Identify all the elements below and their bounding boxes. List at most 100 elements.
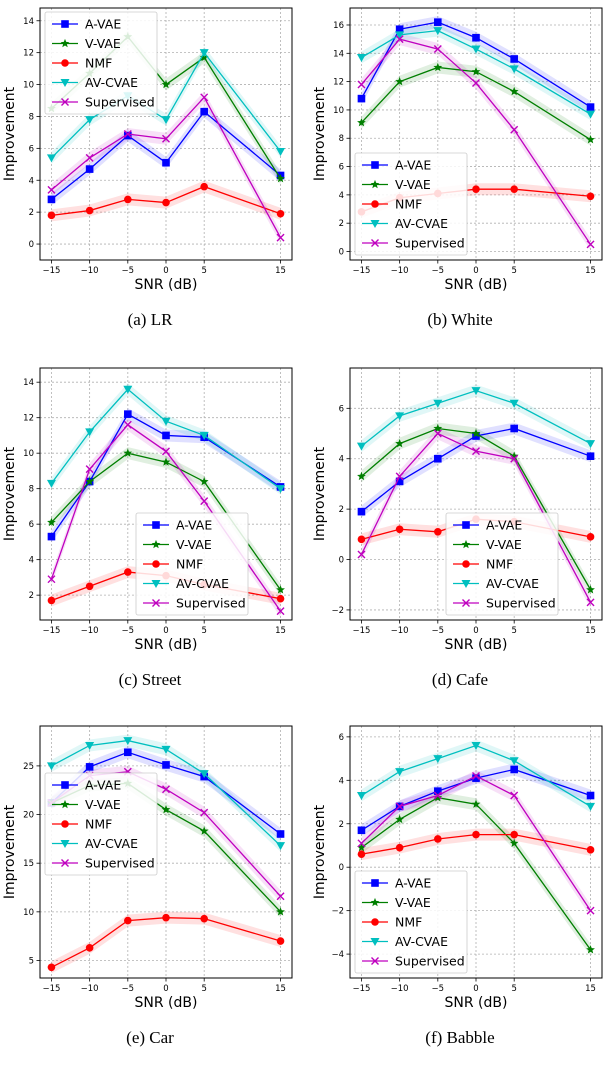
data-point: [586, 452, 595, 460]
y-axis-label: Improvement: [312, 86, 328, 181]
x-tick-label: −10: [81, 266, 99, 276]
legend-label: AV-CVAE: [486, 576, 539, 591]
data-point: [433, 755, 443, 764]
data-point: [162, 913, 170, 922]
legend-label: A-VAE: [85, 778, 121, 793]
data-point: [509, 399, 519, 408]
figure-caption: (a) LR: [127, 310, 173, 329]
legend-marker: [461, 580, 471, 588]
x-tick-label: −5: [122, 984, 135, 994]
data-point: [85, 116, 95, 125]
legend-label: A-VAE: [85, 17, 121, 32]
x-tick-label: −15: [42, 626, 60, 636]
legend: A-VAE V-VAE NMF AV-CVAE Supervised: [44, 772, 158, 876]
y-tick-label: −2: [331, 606, 344, 616]
series-line-av-cvae: [361, 389, 591, 447]
data-point: [276, 830, 285, 838]
data-point: [586, 585, 595, 594]
data-point: [200, 497, 209, 506]
data-point: [434, 787, 442, 795]
data-point: [85, 476, 95, 486]
chart-panel-5: −15 −10 −5 0 5 15 5 10 15 20 25 SNR (dB) Improvement…: [2, 725, 293, 1011]
x-tick-label: −5: [122, 626, 135, 636]
data-point: [276, 174, 285, 183]
y-axis-label: Improvement: [312, 446, 328, 541]
y-tick-label: 15: [23, 859, 34, 869]
series-points-supervised: [357, 429, 595, 607]
series-band-av-cvae: [51, 46, 281, 164]
series-points-av-cvae: [46, 737, 286, 851]
data-point: [161, 457, 171, 466]
legend-box: [135, 512, 249, 616]
series-points-nmf: [47, 182, 285, 220]
data-point: [357, 80, 366, 89]
data-point: [85, 153, 94, 162]
legend-marker: [462, 521, 470, 529]
y-tick-label: 25: [23, 762, 34, 772]
data-point: [433, 62, 443, 72]
legend-marker: [60, 799, 70, 809]
x-axis-label: SNR (dB): [135, 277, 198, 293]
data-point: [200, 914, 208, 923]
data-point: [46, 762, 56, 771]
data-point: [276, 892, 285, 901]
x-tick-label: 5: [201, 984, 206, 994]
y-tick-label: 12: [23, 414, 34, 424]
legend-label: Supervised: [85, 95, 155, 110]
legend-marker: [371, 200, 379, 208]
legend-marker: [60, 38, 70, 48]
data-point: [123, 448, 133, 457]
x-tick-label: −10: [391, 984, 409, 994]
data-point: [46, 479, 56, 488]
y-tick-label: 4: [339, 455, 344, 465]
y-axis-label: Improvement: [2, 86, 18, 181]
x-tick-label: 5: [201, 626, 206, 636]
legend: A-VAE V-VAE NMF AV-CVAE Supervised: [354, 870, 468, 974]
legend-marker: [462, 599, 470, 607]
legend-label: V-VAE: [395, 177, 431, 192]
data-point: [586, 135, 595, 144]
y-tick-label: 8: [339, 134, 344, 144]
series-band-supervised: [51, 765, 281, 903]
y-tick-label: 8: [29, 485, 34, 495]
data-point: [276, 233, 285, 242]
data-point: [471, 67, 481, 76]
data-point: [199, 826, 209, 835]
data-point: [47, 211, 56, 220]
data-point: [47, 575, 56, 584]
series-band-av-cvae: [361, 739, 591, 813]
series-line-av-cvae: [50, 388, 281, 490]
data-point: [510, 830, 518, 839]
legend: A-VAE V-VAE NMF AV-CVAE Supervised: [445, 512, 559, 616]
legend-marker: [371, 161, 379, 169]
y-tick-label: 6: [29, 144, 34, 154]
data-point: [162, 431, 170, 440]
data-point: [276, 607, 285, 616]
data-point: [276, 209, 285, 218]
data-point: [471, 387, 481, 396]
series-points-v-vae: [47, 448, 285, 594]
series-line-a-vae: [361, 768, 591, 831]
data-point: [510, 125, 519, 134]
y-tick-label: 20: [23, 811, 34, 821]
data-point: [357, 471, 366, 481]
legend-marker: [152, 560, 160, 568]
data-point: [47, 596, 56, 605]
data-point: [162, 447, 170, 456]
data-point: [395, 31, 405, 40]
legend-marker: [151, 539, 161, 549]
data-point: [586, 103, 595, 111]
series-points-supervised: [47, 93, 285, 242]
data-point: [85, 741, 95, 750]
data-point: [586, 791, 595, 800]
legend-label: AV-CVAE: [395, 216, 448, 231]
x-tick-label: −15: [352, 984, 370, 994]
data-point: [509, 65, 519, 74]
y-tick-label: 14: [23, 378, 34, 388]
data-point: [395, 525, 404, 534]
data-point: [357, 550, 366, 559]
data-point: [357, 118, 366, 127]
x-tick-label: 15: [585, 984, 596, 994]
series-line-nmf: [51, 185, 281, 216]
